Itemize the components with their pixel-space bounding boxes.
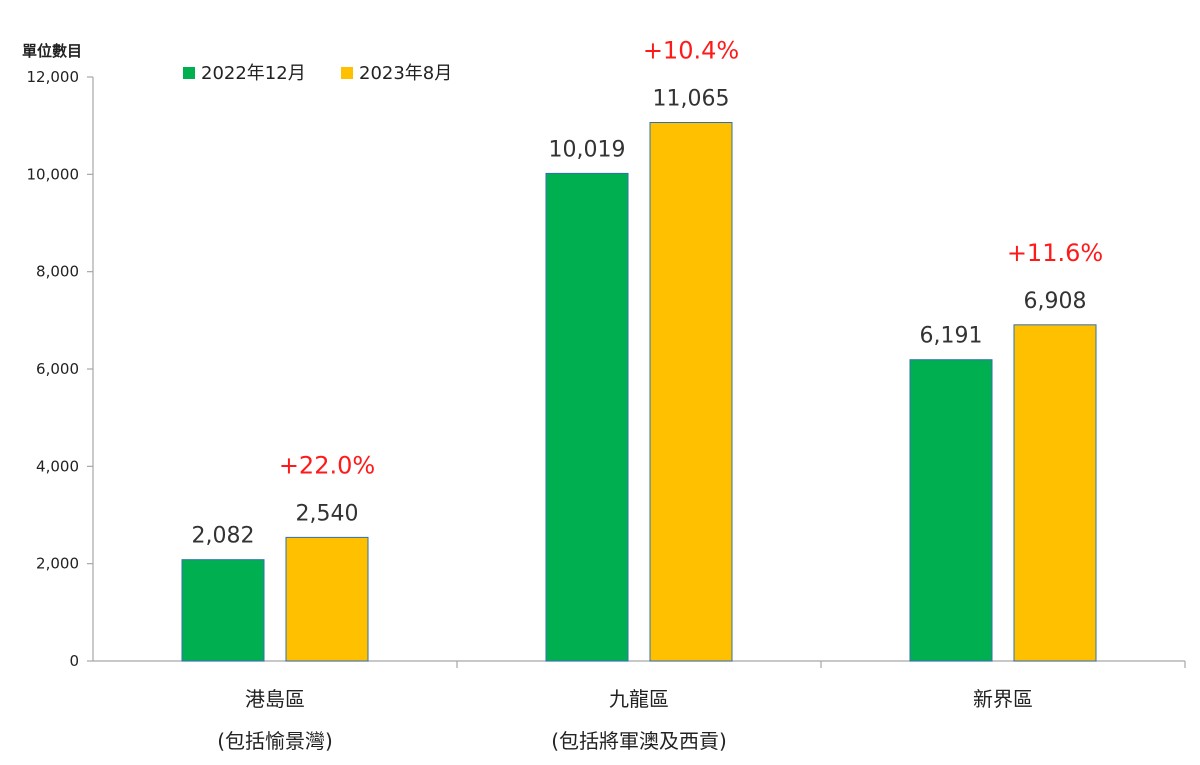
bars	[181, 122, 1097, 662]
bar	[545, 172, 629, 662]
bar	[649, 122, 733, 662]
y-tick-label: 0	[69, 652, 79, 670]
data-label: 6,908	[1024, 289, 1087, 314]
data-label: 11,065	[653, 87, 730, 112]
category-label: 新界區	[973, 687, 1033, 711]
legend-entry: 2022年12月	[201, 63, 306, 84]
axes: 0 2,000 4,000 6,000 8,000 10,000 12,000	[27, 68, 1186, 670]
y-tick-label: 8,000	[36, 263, 79, 281]
legend: 2022年12月 2023年8月	[183, 63, 452, 84]
bar	[909, 359, 993, 662]
data-label: 6,191	[920, 324, 983, 349]
bar	[285, 536, 369, 662]
legend-entry: 2023年8月	[359, 63, 452, 84]
category-label: 九龍區	[609, 687, 669, 711]
y-axis-label: 單位數目	[22, 42, 82, 60]
change-label: +10.4%	[643, 37, 739, 65]
y-tick-label: 10,000	[27, 165, 80, 183]
labels: 2,082 2,540 +22.0% 港島區 (包括愉景灣) 10,019 11,065 +1…	[192, 37, 1104, 753]
category-sublabel: (包括愉景灣)	[217, 729, 333, 753]
change-label: +11.6%	[1007, 239, 1103, 267]
y-tick-label: 6,000	[36, 360, 79, 378]
bar	[181, 559, 265, 662]
y-tick-label: 2,000	[36, 555, 79, 573]
category-label: 港島區	[245, 687, 305, 711]
category-sublabel: (包括將軍澳及西貢)	[551, 729, 727, 753]
legend-swatch	[183, 67, 195, 79]
data-label: 10,019	[549, 137, 626, 162]
change-label: +22.0%	[279, 451, 375, 479]
data-label: 2,082	[192, 524, 255, 549]
y-tick-label: 4,000	[36, 457, 79, 475]
legend-swatch	[341, 67, 353, 79]
data-label: 2,540	[296, 501, 359, 526]
bar	[1013, 324, 1097, 662]
y-tick-label: 12,000	[27, 68, 80, 86]
